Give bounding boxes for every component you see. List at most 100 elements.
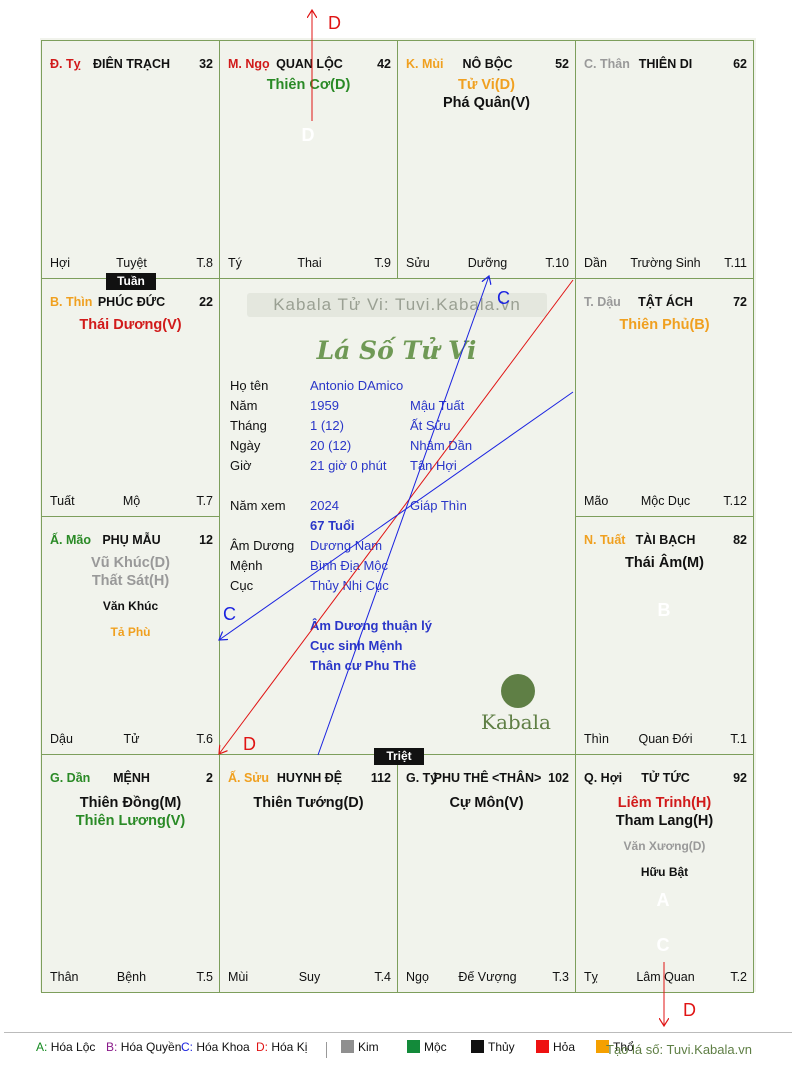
info-value: 20 (12) <box>310 438 352 453</box>
element-swatch <box>471 1040 484 1053</box>
palace-footer: Hợi Tuyệt T.8 <box>50 256 213 272</box>
palace-tai-bach: N. Tuất TÀI BẠCH 82 Thái Âm(M) Thìn Quan Đới T… <box>575 516 754 755</box>
palace-number: 102 <box>548 771 569 785</box>
element-item: Hỏa <box>536 1040 575 1054</box>
info-can-chi: Ất Sửu <box>410 418 451 433</box>
arrow-d-diag <box>219 279 574 754</box>
footer-stage: Dưỡng <box>467 256 508 270</box>
palace-footer: Mùi Suy T.4 <box>228 970 391 986</box>
element-item: Kim <box>341 1040 379 1054</box>
footer-branch: Tuất <box>50 494 75 508</box>
palace-thien-di: C. Thân THIÊN DI 62 Dần Trường Sinh T.11 <box>575 40 754 279</box>
legend-sep <box>326 1042 327 1058</box>
footer-month: T.6 <box>196 732 213 746</box>
palace-footer: Dậu Tử T.6 <box>50 732 213 748</box>
info-label: Âm Dương <box>230 538 295 553</box>
footer-branch: Dậu <box>50 732 73 746</box>
branch-label: Ấ. Sửu <box>228 771 269 785</box>
note: Thân cư Phu Thê <box>310 658 417 673</box>
legend-item: B: Hóa Quyền <box>106 1040 181 1054</box>
footer-month: T.3 <box>552 970 569 984</box>
palace-no-boc: K. Mùi NÔ BỘC 52 Tử Vi(D) Phá Quân(V) Sửu Dưỡn… <box>397 40 576 279</box>
info-can-chi: Tân Hợi <box>410 458 457 473</box>
info-label: Năm <box>230 398 258 413</box>
legend-item: D: Hóa Kị <box>256 1040 307 1054</box>
info-value: 1959 <box>310 398 339 413</box>
main-star: Cự Môn(V) <box>449 795 524 811</box>
palace-phu-the: G. Tý PHU THÊ <THÂN> 102 Cự Môn(V) Ngọ Đế Vượ… <box>397 754 576 993</box>
palace-number: 52 <box>555 57 569 71</box>
palace-dien-trach: Đ. Tỵ ĐIÊN TRẠCH 32 Hợi Tuyệt T.8 <box>41 40 220 279</box>
palace-header: G. Tý PHU THÊ <THÂN> 102 <box>406 771 569 787</box>
center-title: Lá Số Tử Vi <box>316 336 477 365</box>
footer-branch: Thìn <box>584 732 610 746</box>
badge-a: A <box>656 890 670 910</box>
palace-phu-mau: Ấ. Mão PHỤ MẪU 12 Vũ Khúc(D) Thất Sát(H) Văn … <box>41 516 220 755</box>
footer-stage: Thai <box>297 256 322 270</box>
branch-label: Q. Hợi <box>584 771 623 785</box>
palace-footer: Tuất Mộ T.7 <box>50 494 213 510</box>
palace-header: M. Ngọ QUAN LỘC 42 <box>228 57 391 73</box>
minor-star: Văn Khúc <box>102 599 159 613</box>
label-d-left: D <box>243 734 256 754</box>
main-star: Tử Vi(D) <box>458 77 515 93</box>
nam-xem-label: Năm xem <box>230 498 286 513</box>
branch-label: G. Dần <box>50 771 91 785</box>
palace-tu-tuc: Q. Hợi TỬ TỨC 92 Liêm Trinh(H) Tham Lang(H) V… <box>575 754 754 993</box>
legend-label: Hóa Quyền <box>120 1040 182 1054</box>
note: Âm Dương thuận lý <box>310 618 432 633</box>
footer-month: T.9 <box>374 256 391 270</box>
palace-number: 32 <box>199 57 213 71</box>
footer-stage: Quan Đới <box>638 732 693 746</box>
branch-label: Đ. Tỵ <box>50 57 81 71</box>
palace-tat-ach: T. Dậu TẬT ÁCH 72 Thiên Phủ(B) Mão Mộc Dục T.1… <box>575 278 754 517</box>
nam-xem-can-chi: Giáp Thìn <box>410 498 467 513</box>
legend-key: C: <box>181 1040 193 1054</box>
info-can-chi: Nhâm Dần <box>410 438 473 453</box>
main-star: Thái Âm(M) <box>625 555 704 571</box>
element-swatch <box>341 1040 354 1053</box>
main-star: Phá Quân(V) <box>442 95 530 111</box>
info-value: Thủy Nhị Cục <box>310 578 389 593</box>
footer-branch: Ngọ <box>406 970 429 984</box>
logo-kabala <box>501 674 535 708</box>
footer-stage: Đế Vượng <box>458 970 517 984</box>
info-value: 21 giờ 0 phút <box>310 458 387 473</box>
palace-number: 82 <box>733 533 747 547</box>
legend-label: Hóa Lộc <box>50 1040 96 1054</box>
palace-header: C. Thân THIÊN DI 62 <box>584 57 747 73</box>
main-star: Thái Dương(V) <box>79 317 182 333</box>
branch-label: C. Thân <box>584 57 630 71</box>
palace-header: Đ. Tỵ ĐIÊN TRẠCH 32 <box>50 57 213 73</box>
nam-xem-value: 2024 <box>310 498 339 513</box>
info-value: Antonio DAmico <box>310 378 404 393</box>
main-star: Thiên Cơ(D) <box>266 77 351 93</box>
palace-footer: Tý Thai T.9 <box>228 256 391 272</box>
branch-label: M. Ngọ <box>228 57 270 71</box>
legend-key: A: <box>36 1040 48 1054</box>
palace-name: PHÚC ĐỨC <box>97 295 166 309</box>
element-label: Hỏa <box>553 1040 576 1054</box>
main-star: Thất Sát(H) <box>91 573 170 589</box>
badge-d: D <box>301 125 315 145</box>
note: Cục sinh Mệnh <box>310 638 403 653</box>
footer-month: T.7 <box>196 494 213 508</box>
element-swatch <box>407 1040 420 1053</box>
palace-header: G. Dần MỆNH 2 <box>50 771 213 787</box>
palace-number: 112 <box>370 771 391 785</box>
palace-name: MỆNH <box>113 771 150 785</box>
footer-branch: Tý <box>228 256 242 270</box>
palace-name: ĐIÊN TRẠCH <box>92 57 171 71</box>
center-panel: Kabala Tử Vi: Tuvi.Kabala.vn Lá Số Tử Vi… <box>219 278 574 754</box>
branch-label: G. Tý <box>406 771 438 785</box>
footer-month: T.10 <box>545 256 569 270</box>
tag-triet: Triệt <box>374 748 424 765</box>
footer-month: T.2 <box>730 970 747 984</box>
brand-text: Kabala <box>481 710 551 734</box>
badge-b: B <box>657 600 671 620</box>
arrow-c-left <box>219 391 574 640</box>
footer-month: T.1 <box>730 732 747 746</box>
legend-key: D: <box>256 1040 268 1054</box>
minor-star: Văn Xương(D) <box>623 839 706 853</box>
